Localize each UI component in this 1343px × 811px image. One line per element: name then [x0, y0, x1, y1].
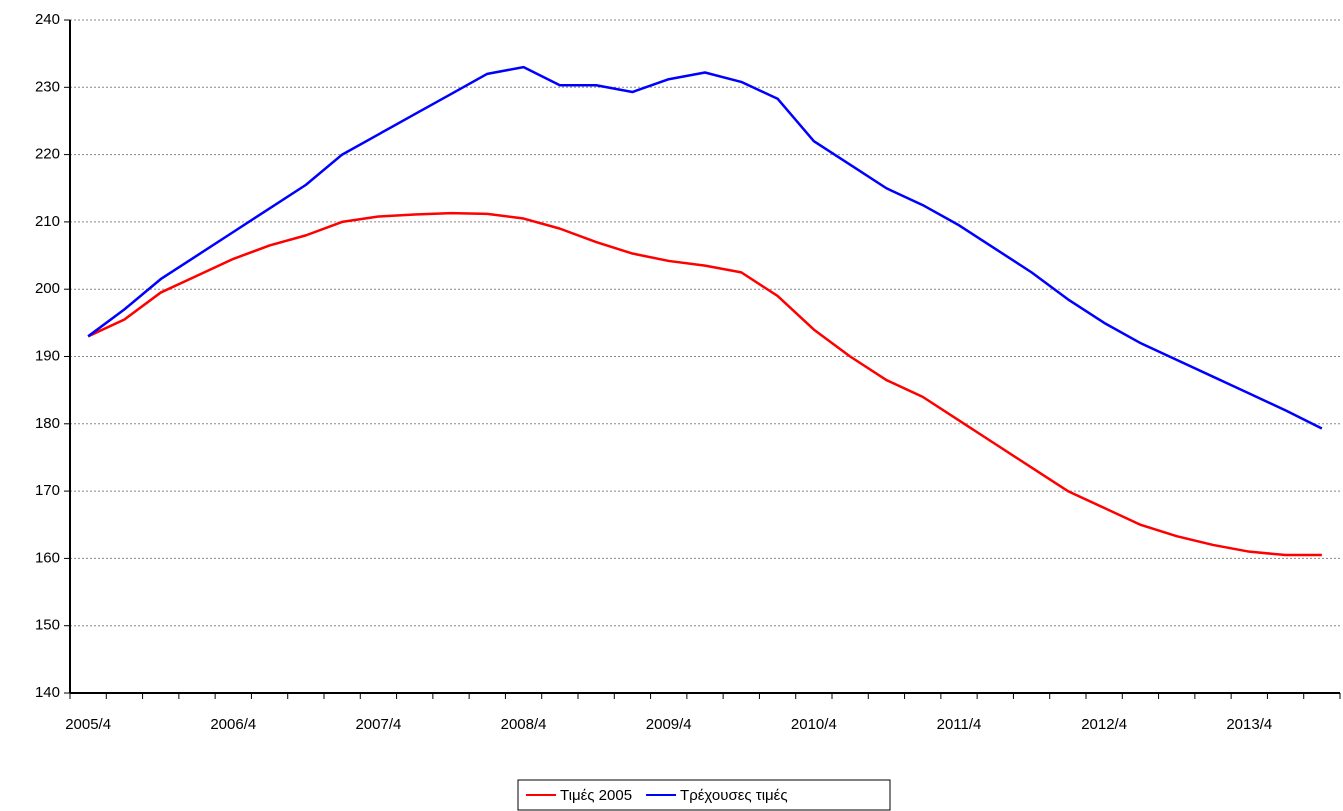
legend-label: Τρέχουσες τιμές — [680, 787, 788, 804]
y-tick-label: 150 — [35, 617, 60, 634]
y-tick-label: 180 — [35, 415, 60, 432]
x-tick-label: 2008/4 — [501, 716, 547, 733]
y-tick-label: 200 — [35, 280, 60, 297]
x-tick-label: 2005/4 — [65, 716, 111, 733]
legend-label: Τιμές 2005 — [560, 787, 632, 804]
y-tick-label: 230 — [35, 78, 60, 95]
x-tick-label: 2013/4 — [1226, 716, 1272, 733]
y-tick-label: 190 — [35, 347, 60, 364]
x-tick-label: 2010/4 — [791, 716, 837, 733]
series-line — [87, 65, 1323, 430]
series-line — [87, 211, 1322, 557]
x-tick-label: 2007/4 — [355, 716, 401, 733]
y-tick-label: 160 — [35, 549, 60, 566]
y-tick-label: 220 — [35, 146, 60, 163]
x-tick-label: 2011/4 — [937, 716, 982, 733]
y-tick-label: 240 — [35, 11, 60, 28]
legend-box — [517, 779, 891, 811]
y-tick-label: 170 — [35, 482, 60, 499]
y-tick-label: 140 — [35, 684, 60, 701]
y-tick-label: 210 — [35, 213, 60, 230]
x-tick-label: 2006/4 — [210, 716, 256, 733]
x-tick-label: 2009/4 — [646, 716, 692, 733]
x-tick-label: 2012/4 — [1081, 716, 1127, 733]
